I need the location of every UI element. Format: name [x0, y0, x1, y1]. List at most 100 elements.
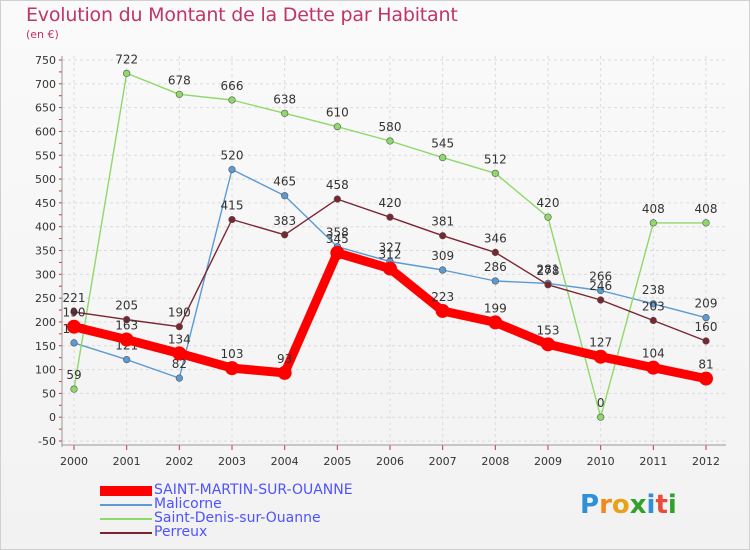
data-point: [544, 281, 552, 289]
data-label: 82: [172, 357, 187, 371]
data-point: [383, 261, 397, 276]
x-tick-label: 2005: [323, 455, 351, 468]
data-label: 59: [66, 368, 81, 382]
data-point: [281, 231, 289, 239]
data-point: [123, 355, 131, 364]
data-label: 666: [221, 79, 244, 93]
data-point: [593, 349, 608, 364]
data-label: 199: [484, 301, 507, 315]
data-point: [699, 371, 713, 386]
data-point: [439, 266, 447, 274]
data-label: 281: [537, 262, 560, 276]
y-tick-label: 750: [35, 54, 56, 67]
x-tick-label: 2012: [692, 455, 720, 468]
data-point: [228, 165, 236, 174]
y-tick-label: 300: [35, 268, 56, 281]
data-point: [439, 232, 447, 240]
y-tick-label: -50: [38, 435, 56, 448]
legend-swatch-perreux: [100, 532, 152, 534]
data-point: [386, 137, 394, 145]
data-point: [649, 300, 657, 308]
legend-label-saint-martin: SAINT-MARTIN-SUR-OUANNE: [154, 482, 353, 498]
legend-label-perreux: Perreux: [154, 524, 208, 540]
data-label: 420: [379, 196, 402, 210]
data-label: 381: [431, 215, 454, 229]
y-tick-label: 700: [35, 78, 56, 91]
data-label: 160: [695, 320, 718, 334]
data-point: [330, 245, 345, 260]
data-label: 81: [698, 358, 713, 372]
legend-swatch-saint-denis: [100, 518, 152, 520]
logo-letter: o: [611, 490, 630, 520]
x-tick-label: 2010: [587, 455, 615, 468]
data-point: [277, 365, 292, 380]
y-tick-label: 200: [35, 316, 56, 329]
data-label: 309: [431, 249, 454, 263]
data-point: [702, 314, 710, 322]
proxiti-logo: Proxiti: [580, 490, 677, 520]
y-tick-label: 250: [35, 292, 56, 305]
data-point: [649, 219, 657, 227]
data-point: [597, 413, 605, 421]
data-label: 223: [431, 290, 454, 304]
data-label: 312: [379, 248, 402, 262]
logo-letter: x: [629, 490, 647, 520]
data-point: [491, 248, 499, 257]
data-point: [228, 96, 236, 104]
data-label: 415: [221, 199, 244, 213]
data-label: 408: [695, 202, 718, 216]
data-label: 134: [168, 332, 191, 346]
data-point: [491, 277, 499, 285]
x-tick-label: 2007: [429, 455, 457, 468]
x-tick-label: 2008: [481, 455, 509, 468]
data-label: 266: [589, 270, 612, 284]
y-tick-label: 50: [42, 387, 56, 400]
data-point: [123, 315, 131, 324]
data-label: 0: [597, 396, 605, 410]
data-label: 104: [642, 347, 665, 361]
data-point: [491, 169, 499, 177]
y-tick-label: 0: [49, 411, 56, 424]
data-point: [541, 337, 555, 352]
data-point: [646, 360, 661, 375]
logo-letter: t: [655, 490, 668, 520]
data-point: [386, 213, 394, 221]
data-label: 327: [379, 240, 402, 254]
data-label: 408: [642, 202, 665, 216]
data-point: [488, 315, 503, 330]
legend-swatch-malicorne: [100, 504, 152, 506]
data-point: [175, 323, 183, 331]
data-label: 346: [484, 231, 507, 245]
data-label: 678: [168, 73, 191, 87]
data-point: [67, 319, 81, 334]
data-point: [70, 385, 78, 393]
y-tick-label: 500: [35, 173, 56, 186]
data-point: [281, 192, 289, 200]
data-point: [597, 296, 605, 304]
chart-title: Evolution du Montant de la Dette par Hab…: [26, 4, 458, 26]
data-label: 638: [273, 92, 296, 106]
x-tick-label: 2004: [271, 455, 299, 468]
data-point: [439, 154, 447, 162]
data-point: [702, 219, 710, 227]
y-tick-label: 550: [35, 149, 56, 162]
data-label: 203: [642, 300, 665, 314]
data-point: [702, 337, 710, 345]
data-label: 286: [484, 260, 507, 274]
x-tick-label: 2002: [165, 455, 193, 468]
logo-letter: i: [646, 490, 656, 520]
data-point: [333, 123, 341, 131]
data-label: 420: [537, 196, 560, 210]
chart-unit: (en €): [26, 28, 59, 41]
data-label: 278: [537, 264, 560, 278]
data-label: 722: [115, 52, 138, 66]
data-point: [435, 303, 450, 318]
data-label: 221: [63, 291, 86, 305]
data-label: 520: [221, 149, 244, 163]
data-point: [175, 374, 183, 382]
data-label: 93: [277, 352, 292, 366]
data-point: [597, 286, 605, 295]
data-point: [70, 339, 78, 347]
